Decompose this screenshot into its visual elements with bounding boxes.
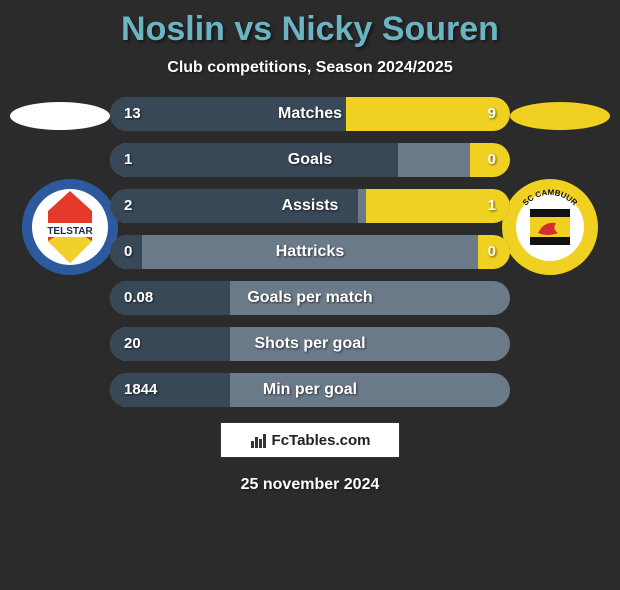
stat-row: 13Matches9 <box>110 97 510 131</box>
stat-row: 0Hattricks0 <box>110 235 510 269</box>
stat-label: Hattricks <box>110 235 510 269</box>
bars-icon <box>250 431 268 449</box>
stat-row: 20Shots per goal <box>110 327 510 361</box>
brand-watermark: FcTables.com <box>220 422 400 458</box>
stat-row: 0.08Goals per match <box>110 281 510 315</box>
stat-value-right: 1 <box>488 189 496 223</box>
player-left-oval <box>10 102 110 130</box>
stat-row: 1844Min per goal <box>110 373 510 407</box>
date-text: 25 november 2024 <box>0 476 620 494</box>
svg-text:TELSTAR: TELSTAR <box>47 226 93 237</box>
stat-label: Goals <box>110 143 510 177</box>
stats-panel: TELSTAR SC CAMBUUR 13Matches91Goals02Ass… <box>0 97 620 407</box>
stat-value-right: 9 <box>488 97 496 131</box>
stats-list: 13Matches91Goals02Assists10Hattricks00.0… <box>110 97 510 407</box>
stat-label: Min per goal <box>110 373 510 407</box>
stat-value-right: 0 <box>488 143 496 177</box>
stat-row: 1Goals0 <box>110 143 510 177</box>
stat-label: Matches <box>110 97 510 131</box>
stat-label: Assists <box>110 189 510 223</box>
comparison-title: Noslin vs Nicky Souren <box>0 10 620 49</box>
club-badge-right: SC CAMBUUR <box>500 177 600 277</box>
club-badge-left: TELSTAR <box>20 177 120 277</box>
brand-text: FcTables.com <box>272 432 371 449</box>
stat-value-right: 0 <box>488 235 496 269</box>
player-right-oval <box>510 102 610 130</box>
stat-label: Goals per match <box>110 281 510 315</box>
stat-label: Shots per goal <box>110 327 510 361</box>
stat-row: 2Assists1 <box>110 189 510 223</box>
comparison-subtitle: Club competitions, Season 2024/2025 <box>0 59 620 77</box>
